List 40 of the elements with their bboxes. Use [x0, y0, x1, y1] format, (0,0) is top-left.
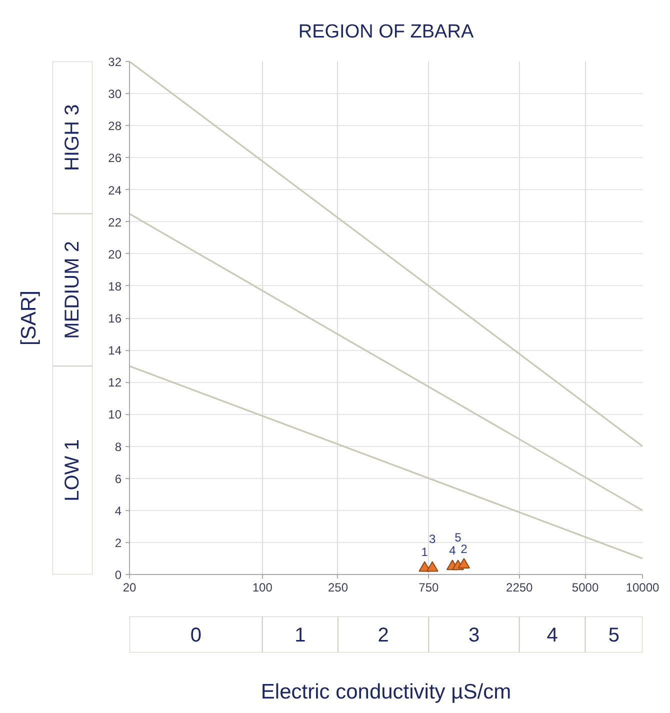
x-tick-label: 10000 — [626, 580, 660, 594]
text: 2 — [378, 624, 389, 646]
y-tick-label: 10 — [108, 408, 122, 422]
text: HIGH 3 — [62, 104, 84, 171]
x-axis-title: Electric conductivity µS/cm — [260, 680, 512, 704]
annotation: 1 — [421, 545, 428, 560]
text: 1 — [294, 624, 306, 646]
annotation: 4 — [449, 543, 456, 558]
y-tick-label: 18 — [108, 279, 122, 294]
chart-title: REGION OF ZBARA — [298, 22, 474, 42]
text: 3 — [468, 624, 480, 646]
y-tick-label: 8 — [114, 440, 122, 454]
y-tick-label: 22 — [108, 215, 122, 230]
y-tick-label: 4 — [114, 504, 122, 518]
y-axis-title: [SAR] — [18, 290, 40, 346]
y-tick-label: 28 — [108, 119, 122, 134]
text: 5 — [608, 624, 620, 646]
y-tick-label: 32 — [108, 55, 122, 69]
y-tick-label: 30 — [108, 87, 122, 102]
text: LOW 1 — [62, 439, 84, 502]
x-tick-label: 5000 — [572, 580, 599, 594]
text: MEDIUM 2 — [62, 241, 84, 339]
x-tick-label: 750 — [418, 580, 440, 594]
y-tick-label: 16 — [108, 312, 122, 326]
y-tick-label: 26 — [108, 151, 122, 166]
annotation: 3 — [429, 532, 436, 546]
x-tick-label: 250 — [328, 580, 348, 594]
y-tick-label: 2 — [114, 536, 122, 550]
x-tick-label: 100 — [252, 580, 273, 594]
y-tick-label: 12 — [108, 376, 122, 390]
y-tick-label: 6 — [114, 472, 122, 486]
x-tick-label: 2250 — [506, 580, 534, 594]
text: 0 — [190, 624, 202, 646]
y-tick-label: 20 — [108, 247, 122, 262]
annotation: 5 — [454, 530, 462, 544]
y-tick-label: 0 — [114, 568, 122, 582]
y-tick-label: 24 — [108, 183, 122, 198]
annotation: 2 — [460, 542, 468, 556]
y-tick-label: 14 — [108, 344, 122, 358]
text: 4 — [546, 624, 558, 646]
